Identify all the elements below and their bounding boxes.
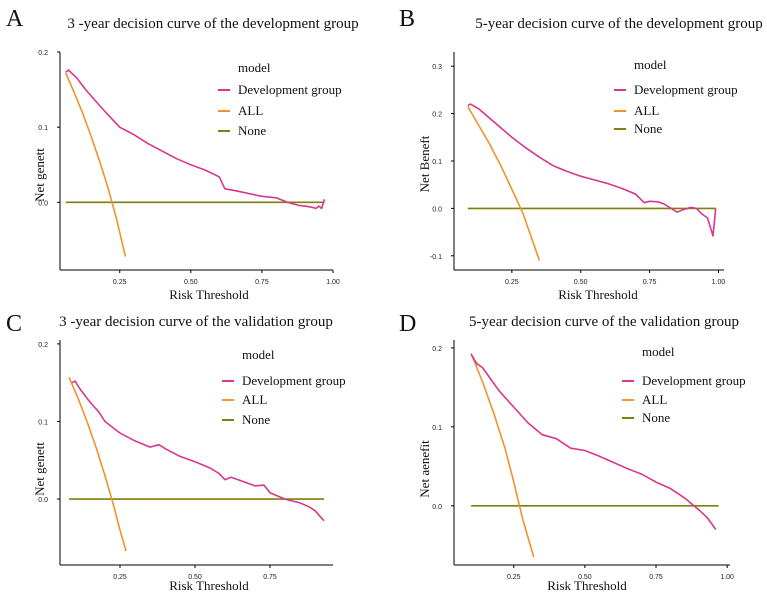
x-tick-label: 0.50	[184, 279, 198, 286]
series-all-line	[467, 106, 541, 261]
y-axis-label: Net genett	[32, 148, 47, 202]
x-tick-label: 1.00	[712, 279, 726, 286]
panel-letter: D	[399, 311, 416, 337]
legend-label-none: None	[634, 121, 662, 136]
x-tick-label: 1.00	[326, 279, 340, 286]
x-tick-label: 0.75	[263, 574, 277, 581]
legend-title: model	[242, 347, 275, 362]
y-tick-label: 0.0	[38, 200, 48, 207]
x-tick-label: 0.25	[113, 279, 127, 286]
x-tick-label: 0.25	[507, 574, 521, 581]
panel-letter: B	[399, 6, 415, 32]
chart-title: 3 -year decision curve of the developmen…	[67, 16, 358, 32]
x-tick-label: 0.50	[578, 574, 592, 581]
x-tick-label: 0.75	[649, 574, 663, 581]
chart-title: 5-year decision curve of the development…	[475, 16, 762, 32]
x-tick-label: 1.00	[720, 574, 734, 581]
legend-title: model	[634, 57, 667, 72]
y-tick-label: 0.0	[38, 497, 48, 504]
y-tick-label: 0.1	[432, 159, 442, 166]
x-tick-label: 0.75	[643, 279, 657, 286]
y-tick-label: 0.2	[432, 346, 442, 353]
x-tick-label: 0.25	[505, 279, 519, 286]
legend-title: model	[642, 344, 675, 359]
x-tick-label: 0.50	[188, 574, 202, 581]
legend-label-none: None	[642, 410, 670, 425]
y-tick-label: 0.2	[38, 50, 48, 57]
chart-title: 3 -year decision curve of the validation…	[59, 314, 333, 330]
y-tick-label: 0.1	[38, 419, 48, 426]
y-tick-label: 0.0	[432, 206, 442, 213]
panel-b: B 5-year decision curve of the developmen…	[399, 6, 763, 302]
series-all-line	[64, 72, 127, 257]
legend-title: model	[238, 60, 271, 75]
series-all-line	[470, 353, 535, 558]
panel-a: A 3 -year decision curve of the developme…	[6, 6, 359, 302]
y-tick-label: 0.2	[38, 342, 48, 349]
y-tick-label: 0.1	[38, 125, 48, 132]
x-axis-label: Risk Threshold	[547, 578, 627, 593]
series-all-line	[68, 376, 127, 552]
y-tick-label: -0.1	[430, 254, 442, 261]
legend-label-dev: Development group	[242, 373, 346, 388]
panel-letter: A	[6, 6, 24, 32]
y-axis-label: Net genett	[32, 442, 47, 496]
panel-d: D 5-year decision curve of the validation…	[399, 311, 746, 593]
legend-label-none: None	[238, 123, 266, 138]
y-tick-label: 0.1	[432, 425, 442, 432]
series-development-group-line	[65, 69, 326, 210]
x-axis-label: Risk Threshold	[169, 287, 249, 302]
chart-title: 5-year decision curve of the validation …	[469, 314, 739, 330]
x-tick-label: 0.75	[255, 279, 269, 286]
y-tick-label: 0.2	[432, 112, 442, 119]
legend-label-dev: Development group	[238, 82, 342, 97]
x-tick-label: 0.50	[574, 279, 588, 286]
panel-letter: C	[6, 311, 22, 337]
legend-label-all: ALL	[242, 392, 267, 407]
x-axis-label: Risk Threshold	[558, 287, 638, 302]
series-development-group-line	[71, 380, 325, 522]
x-axis-label: Risk Threshold	[169, 578, 249, 593]
legend-label-all: ALL	[642, 392, 667, 407]
x-tick-label: 0.25	[113, 574, 127, 581]
legend-label-all: ALL	[238, 103, 263, 118]
legend-label-none: None	[242, 412, 270, 427]
legend-label-dev: Development group	[642, 373, 746, 388]
y-axis-label: Net Beneft	[417, 135, 432, 192]
legend-label-all: ALL	[634, 103, 659, 118]
panel-c: C 3 -year decision curve of the validatio…	[6, 311, 346, 593]
y-tick-label: 0.3	[432, 64, 442, 71]
series-development-group-line	[470, 353, 717, 530]
legend-label-dev: Development group	[634, 82, 738, 97]
y-tick-label: 0.0	[432, 504, 442, 511]
y-axis-label: Net aenefit	[417, 440, 432, 498]
series-development-group-line	[467, 103, 717, 237]
